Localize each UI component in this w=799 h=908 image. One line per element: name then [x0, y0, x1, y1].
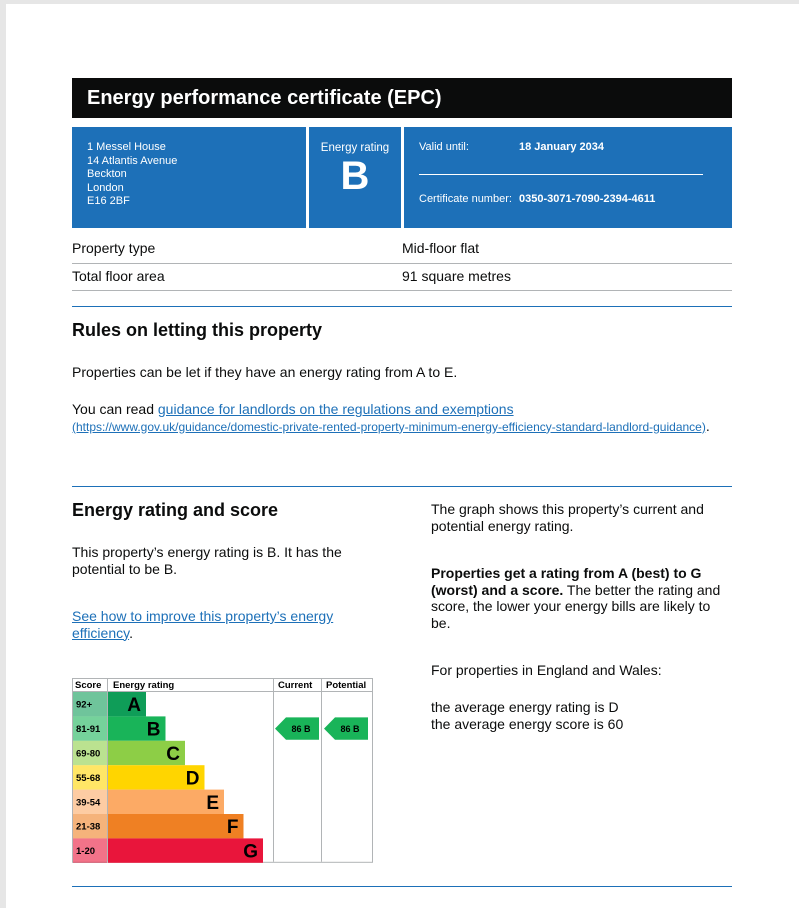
- potential-score: 86: [340, 724, 350, 734]
- paragraph: You can read guidance for landlords on t…: [72, 401, 722, 435]
- paragraph: This property’s energy rating is B. It h…: [72, 544, 342, 577]
- paragraph: Properties can be let if they have an en…: [72, 364, 458, 380]
- potential-letter: B: [353, 724, 360, 734]
- current-label: 86 B: [291, 724, 311, 734]
- current-arrow: [275, 717, 319, 740]
- score-cell: [73, 692, 107, 717]
- potential-label: 86 B: [340, 724, 360, 734]
- separator: [72, 486, 732, 487]
- column-header: Score: [75, 680, 101, 691]
- band-score: 55-68: [76, 773, 100, 784]
- address-line: London: [87, 181, 124, 194]
- band-bar: [108, 789, 224, 814]
- text: You can read: [72, 401, 158, 417]
- band-bar: [108, 814, 244, 839]
- valid-label: Valid until:: [419, 141, 469, 153]
- text: the average energy rating is D: [431, 699, 619, 715]
- band-letter: G: [243, 842, 258, 863]
- column-header: Current: [278, 680, 313, 691]
- row-label: Total floor area: [72, 268, 165, 284]
- score-cell: [73, 716, 107, 741]
- band-letter: B: [147, 720, 161, 741]
- band-letter: D: [186, 768, 200, 789]
- text: The better the rating and score, the low…: [431, 581, 721, 631]
- column-header: Energy rating: [113, 680, 174, 691]
- valid-date: 18 January 2034: [519, 141, 605, 153]
- row-value: 91 square metres: [402, 268, 511, 284]
- band-bar: [108, 838, 263, 863]
- potential-arrow: [324, 717, 368, 740]
- text: the average energy score is 60: [431, 715, 624, 732]
- band-score: 69-80: [76, 749, 100, 760]
- cert-label: Certificate number:: [419, 193, 512, 205]
- address-line: 14 Atlantis Avenue: [87, 154, 178, 167]
- separator: [72, 886, 732, 887]
- score-cell: [73, 789, 107, 814]
- property-row: Property type Mid-floor flat: [72, 240, 732, 264]
- score-cell: [73, 765, 107, 790]
- address-line: Beckton: [87, 168, 127, 180]
- band-letter: E: [206, 793, 219, 814]
- band-bar: [108, 716, 166, 741]
- title: Energy performance certificate (EPC): [72, 78, 732, 118]
- link[interactable]: guidance for landlords on the regulation…: [72, 401, 706, 434]
- band-bar: [108, 765, 205, 790]
- property-row: Total floor area 91 square metres: [72, 268, 732, 291]
- score-cell: [73, 740, 107, 766]
- link-url[interactable]: (https://www.gov.uk/guidance/domestic-pr…: [72, 419, 706, 434]
- text: .: [129, 624, 133, 641]
- column-header: Potential: [326, 680, 366, 691]
- address-panel: 1 Messel House 14 Atlantis Avenue Beckton L…: [72, 127, 306, 228]
- band-score: 1-20: [76, 846, 95, 857]
- cert-number: 0350-3071-7090-2394-4611: [519, 193, 656, 205]
- rating-label: Energy rating: [320, 142, 390, 154]
- score-cell: [73, 814, 107, 839]
- rating: B: [340, 153, 370, 198]
- separator: [72, 306, 732, 307]
- band-score: 39-54: [76, 797, 101, 808]
- current-score: 86: [291, 724, 301, 734]
- link-text[interactable]: guidance for landlords on the regulation…: [157, 401, 514, 417]
- current-letter: B: [304, 724, 311, 734]
- score-cell: [73, 838, 107, 863]
- paragraph: See how to improve this property’s energ…: [72, 608, 372, 641]
- link[interactable]: See how to improve this property’s energ…: [72, 608, 334, 641]
- paragraph: The graph shows this property’s current …: [431, 501, 704, 534]
- bold-text: Properties get a rating from A (best) to…: [431, 565, 702, 598]
- row-label: Property type: [72, 240, 156, 256]
- address-line: 1 Messel House: [87, 141, 166, 153]
- band-bar: [108, 740, 185, 766]
- row-value: Mid-floor flat: [402, 240, 480, 256]
- band-score: 21-38: [76, 822, 100, 833]
- band-letter: A: [127, 695, 141, 716]
- band-score: 92+: [76, 700, 93, 711]
- band-letter: F: [227, 817, 239, 838]
- band-letter: C: [166, 744, 180, 765]
- address-line: E16 2BF: [87, 195, 130, 207]
- text: .: [705, 417, 710, 434]
- address: 1 Messel House 14 Atlantis Avenue Beckton L…: [87, 141, 177, 209]
- paragraph: Properties get a rating from A (best) to…: [431, 565, 726, 631]
- band-score: 81-91: [76, 724, 101, 735]
- paragraph: For properties in England and Wales:: [431, 662, 662, 678]
- heading: Rules on letting this property: [72, 320, 323, 340]
- divider: [419, 174, 703, 175]
- heading: Energy rating and score: [72, 500, 279, 520]
- rating-panel: Energy rating B: [309, 127, 401, 228]
- cert-panel: Valid until: 18 January 2034 Certificate…: [404, 127, 732, 228]
- band-bar: [108, 692, 146, 717]
